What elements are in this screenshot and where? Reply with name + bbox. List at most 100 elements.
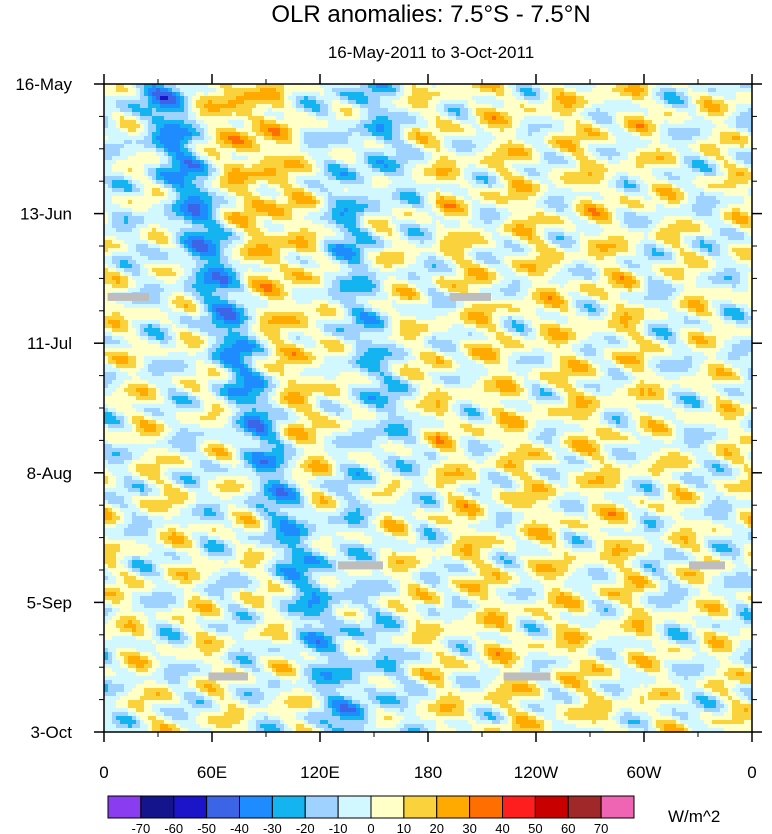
- heatmap-cell: [644, 164, 649, 169]
- heatmap-cell: [668, 92, 673, 97]
- heatmap-cell: [396, 84, 401, 89]
- heatmap-cell: [612, 152, 617, 157]
- heatmap-cell: [344, 140, 349, 145]
- heatmap-cell: [616, 188, 621, 193]
- heatmap-cell: [532, 152, 537, 157]
- heatmap-cell: [284, 200, 289, 205]
- heatmap-cell: [172, 144, 177, 149]
- heatmap-cell: [504, 144, 509, 149]
- heatmap-cell: [492, 168, 497, 173]
- heatmap-cell: [684, 168, 689, 173]
- heatmap-cell: [136, 140, 141, 145]
- heatmap-cell: [540, 172, 545, 177]
- heatmap-cell: [124, 140, 129, 145]
- heatmap-cell: [580, 84, 585, 89]
- heatmap-cell: [332, 88, 337, 93]
- heatmap-cell: [500, 104, 505, 109]
- heatmap-cell: [272, 148, 277, 153]
- heatmap-cell: [680, 172, 685, 177]
- heatmap-cell: [416, 88, 421, 93]
- heatmap-cell: [272, 100, 277, 105]
- heatmap-cell: [564, 180, 569, 185]
- heatmap-cell: [176, 148, 181, 153]
- heatmap-cell: [296, 128, 301, 133]
- heatmap-cell: [312, 120, 317, 125]
- heatmap-cell: [676, 196, 681, 201]
- heatmap-cell: [340, 148, 345, 153]
- heatmap-cell: [560, 96, 565, 101]
- heatmap-cell: [640, 96, 645, 101]
- heatmap-cell: [484, 148, 489, 153]
- heatmap-cell: [132, 200, 137, 205]
- heatmap-cell: [388, 204, 393, 209]
- heatmap-cell: [316, 168, 321, 173]
- heatmap-cell: [368, 96, 373, 101]
- heatmap-cell: [436, 100, 441, 105]
- heatmap-cell: [148, 124, 153, 129]
- heatmap-cell: [360, 164, 365, 169]
- heatmap-cell: [532, 132, 537, 137]
- heatmap-cell: [480, 152, 485, 157]
- heatmap-cell: [276, 124, 281, 129]
- heatmap-cell: [396, 120, 401, 125]
- heatmap-cell: [456, 124, 461, 129]
- heatmap-cell: [296, 168, 301, 173]
- heatmap-cell: [276, 120, 281, 125]
- heatmap-cell: [576, 164, 581, 169]
- heatmap-cell: [172, 108, 177, 113]
- heatmap-cell: [352, 196, 357, 201]
- heatmap-cell: [480, 168, 485, 173]
- heatmap-cell: [464, 160, 469, 165]
- heatmap-cell: [680, 140, 685, 145]
- heatmap-cell: [544, 176, 549, 181]
- heatmap-cell: [152, 108, 157, 113]
- heatmap-cell: [572, 164, 577, 169]
- heatmap-cell: [720, 124, 725, 129]
- heatmap-cell: [172, 160, 177, 165]
- heatmap-cell: [128, 108, 133, 113]
- heatmap-cell: [448, 136, 453, 141]
- heatmap-cell: [452, 176, 457, 181]
- heatmap-cell: [456, 204, 461, 209]
- heatmap-cell: [456, 140, 461, 145]
- heatmap-cell: [520, 88, 525, 93]
- heatmap-cell: [376, 168, 381, 173]
- heatmap-cell: [400, 200, 405, 205]
- heatmap-cell: [372, 104, 377, 109]
- heatmap-cell: [720, 200, 725, 205]
- heatmap-cell: [200, 200, 205, 205]
- heatmap-cell: [300, 140, 305, 145]
- heatmap-cell: [180, 84, 185, 89]
- heatmap-cell: [308, 88, 313, 93]
- heatmap-cell: [476, 184, 481, 189]
- heatmap-cell: [168, 180, 173, 185]
- heatmap-cell: [508, 160, 513, 165]
- heatmap-cell: [328, 148, 333, 153]
- heatmap-cell: [188, 196, 193, 201]
- heatmap-cell: [316, 184, 321, 189]
- heatmap-cell: [288, 192, 293, 197]
- heatmap-cell: [596, 96, 601, 101]
- heatmap-cell: [160, 108, 165, 113]
- heatmap-cell: [456, 92, 461, 97]
- heatmap-cell: [192, 200, 197, 205]
- heatmap-cell: [304, 160, 309, 165]
- heatmap-cell: [232, 128, 237, 133]
- heatmap-cell: [680, 124, 685, 129]
- heatmap-cell: [576, 132, 581, 137]
- heatmap-cell: [708, 140, 713, 145]
- heatmap-cell: [308, 84, 313, 89]
- heatmap-cell: [320, 96, 325, 101]
- heatmap-cell: [568, 96, 573, 101]
- heatmap-cell: [320, 176, 325, 181]
- heatmap-cell: [712, 136, 717, 141]
- heatmap-cell: [116, 92, 121, 97]
- heatmap-cell: [252, 164, 257, 169]
- chart-subtitle: 16-May-2011 to 3-Oct-2011: [328, 43, 534, 62]
- heatmap-cell: [120, 112, 125, 117]
- heatmap-cell: [572, 124, 577, 129]
- heatmap-cell: [144, 156, 149, 161]
- heatmap-cell: [544, 108, 549, 113]
- heatmap-cell: [416, 144, 421, 149]
- heatmap-cell: [472, 180, 477, 185]
